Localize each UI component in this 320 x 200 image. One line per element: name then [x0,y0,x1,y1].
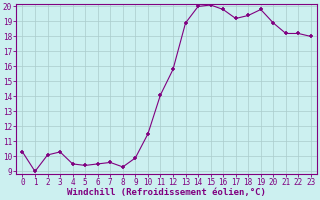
X-axis label: Windchill (Refroidissement éolien,°C): Windchill (Refroidissement éolien,°C) [67,188,266,197]
